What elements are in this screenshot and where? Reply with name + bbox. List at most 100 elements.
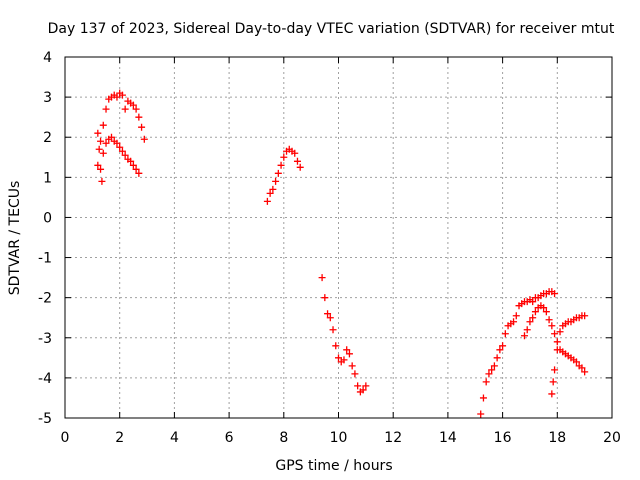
data-point-evening-main-arc [529, 298, 537, 306]
data-point-morning-upper-arc [121, 105, 129, 113]
data-point-morning-upper-arc [97, 137, 105, 145]
data-point-evening-secondary-arc [548, 322, 556, 330]
data-point-morning-upper-arc [132, 105, 140, 113]
data-point-evening-secondary-arc [531, 308, 539, 316]
data-point-evening-late-segment [581, 312, 589, 320]
y-tick-label: 0 [43, 210, 52, 226]
data-point-mid-morning-arc [293, 157, 301, 165]
y-tick-label: -4 [38, 371, 52, 387]
data-point-morning-upper-arc [140, 135, 148, 143]
data-point-morning-lower-arc [118, 147, 126, 155]
data-point-morning-lower-arc [107, 133, 115, 141]
data-point-midday-descent [343, 346, 351, 354]
data-point-evening-main-arc [482, 378, 490, 386]
y-tick-labels: -5 -4 -3 -2 -1 0 1 2 3 4 [38, 50, 52, 427]
data-point-evening-secondary-arc [553, 338, 561, 346]
y-tick-label: -2 [38, 291, 52, 307]
data-point-morning-lower-arc [102, 139, 110, 147]
y-tick-label: -1 [38, 251, 52, 267]
x-tick-label: 18 [548, 430, 566, 446]
data-point-evening-secondary-arc [572, 358, 580, 366]
y-tick-label: 3 [43, 90, 52, 106]
data-point-mid-morning-arc [280, 153, 288, 161]
x-tick-labels: 0 2 4 6 8 10 12 14 16 18 20 [61, 430, 621, 446]
data-point-midday-descent [359, 386, 367, 394]
y-tick-label: 2 [43, 130, 52, 146]
data-point-morning-upper-arc [118, 91, 126, 99]
data-point-midday-descent [348, 362, 356, 370]
data-point-evening-late-segment [553, 346, 561, 354]
data-point-mid-morning-arc [269, 185, 277, 193]
data-point-evening-main-arc [510, 318, 518, 326]
data-point-midday-descent [362, 382, 370, 390]
data-point-evening-main-arc [490, 362, 498, 370]
data-point-evening-main-arc [477, 410, 485, 418]
data-point-evening-secondary-arc [578, 364, 586, 372]
data-point-evening-secondary-arc [545, 316, 553, 324]
x-tick-label: 14 [439, 430, 457, 446]
data-point-evening-secondary-arc [520, 332, 528, 340]
data-point-evening-secondary-arc [551, 330, 559, 338]
data-point-midday-descent [351, 370, 359, 378]
data-point-morning-upper-arc [135, 113, 143, 121]
data-point-midday-descent [329, 326, 337, 334]
data-point-morning-lower-arc [99, 149, 107, 157]
data-point-evening-main-arc [501, 330, 509, 338]
data-point-evening-main-arc [499, 342, 507, 350]
data-point-mid-morning-arc [272, 177, 280, 185]
data-point-midday-descent [326, 314, 334, 322]
x-tick-label: 8 [279, 430, 288, 446]
data-point-midday-descent [335, 354, 342, 362]
data-point-morning-upper-arc [94, 161, 102, 169]
data-point-evening-main-arc [493, 354, 501, 362]
data-point-midday-descent [354, 382, 362, 390]
data-point-morning-lower-arc [127, 157, 135, 165]
data-point-morning-lower-arc [129, 161, 137, 169]
x-tick-label: 6 [225, 430, 234, 446]
data-point-evening-secondary-arc [529, 314, 537, 322]
data-point-morning-lower-arc [98, 177, 106, 185]
data-points [94, 89, 589, 418]
data-point-evening-late-segment [548, 390, 556, 398]
data-point-evening-secondary-arc [581, 368, 589, 376]
y-tick-label: -3 [38, 331, 52, 347]
data-point-morning-upper-arc [102, 105, 110, 113]
data-point-morning-upper-arc [113, 93, 121, 101]
data-point-midday-descent [321, 294, 329, 302]
data-point-midday-descent [345, 350, 353, 358]
data-point-mid-morning-arc [277, 161, 285, 169]
data-point-evening-late-segment [556, 328, 564, 336]
data-point-evening-secondary-arc [523, 326, 531, 334]
x-tick-label: 12 [384, 430, 402, 446]
data-point-morning-lower-arc [116, 143, 124, 151]
tick-layer [64, 56, 613, 419]
data-point-morning-lower-arc [94, 129, 102, 137]
data-point-morning-lower-arc [113, 139, 121, 147]
y-tick-label: 1 [43, 170, 52, 186]
data-point-mid-morning-arc [263, 197, 271, 205]
data-point-evening-late-segment [549, 378, 557, 386]
data-point-morning-lower-arc [135, 169, 143, 177]
data-point-evening-main-arc [551, 290, 559, 298]
data-point-evening-main-arc [488, 366, 496, 374]
data-point-morning-lower-arc [121, 151, 129, 159]
x-tick-label: 0 [61, 430, 70, 446]
data-point-morning-lower-arc [97, 165, 105, 173]
data-point-evening-secondary-arc [540, 304, 548, 312]
y-tick-label: 4 [43, 50, 52, 66]
data-point-midday-descent [324, 310, 332, 318]
data-point-evening-main-arc [479, 394, 487, 402]
data-point-mid-morning-arc [274, 169, 282, 177]
x-tick-label: 4 [170, 430, 179, 446]
y-tick-label: -5 [38, 411, 52, 427]
data-point-morning-upper-arc [138, 123, 146, 131]
y-axis-label: SDTVAR / TECUs [7, 181, 23, 296]
data-point-mid-morning-arc [291, 149, 299, 157]
data-point-morning-lower-arc [95, 145, 103, 153]
x-axis-label: GPS time / hours [275, 458, 392, 474]
data-point-evening-secondary-arc [526, 318, 534, 326]
data-point-morning-lower-arc [132, 165, 140, 173]
data-point-morning-upper-arc [99, 121, 107, 129]
x-tick-label: 2 [115, 430, 124, 446]
